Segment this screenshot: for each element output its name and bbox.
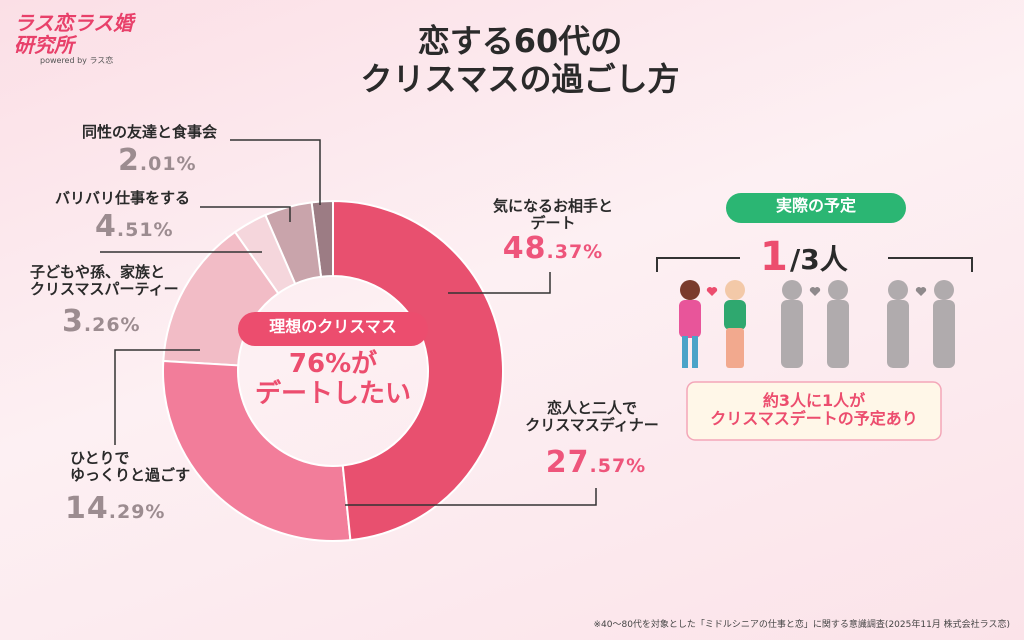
donut-segment [233,213,297,295]
logo: ラス恋ラス婚 研究所 [14,11,134,57]
center-badge: 理想のクリスマス [269,317,397,336]
side-badge-bg [726,193,906,223]
value-label: 27.57% [545,445,647,480]
footnote: ※40〜80代を対象とした「ミドルシニアの仕事と恋」に関する意識調査(2025年… [593,620,1010,630]
couple-grey-2 [887,280,955,368]
segment-label: 子どもや孫、家族と クリスマスパーティー [30,263,179,299]
segment-label: 恋人と二人で クリスマスディナー [525,399,659,435]
bracket-left [656,257,740,272]
value-label: 2.01% [118,143,197,178]
bracket-right [888,257,973,272]
note-box [686,381,942,441]
value-label: 3.26% [62,304,141,339]
ratio-one: 1 [760,234,788,280]
value-label: 14.29% [65,491,166,526]
center-text: 76%が デートしたい [254,349,412,409]
chart-title: 恋する60代の クリスマスの過ごし方 [360,22,680,99]
center-badge-bg [238,312,428,346]
powered-by: powered by ラス恋 [40,56,114,65]
couple-highlight [679,280,746,368]
segment-label: 同性の友達と食事会 [82,123,218,141]
donut-segment [263,201,323,286]
side-badge: 実際の予定 [775,196,857,215]
segment-label: 気になるお相手と デート [492,197,614,233]
ratio-rest: /3人 [790,243,848,276]
value-label: 48.37% [502,231,604,266]
segment-label: バリバリ仕事をする [55,189,191,207]
couple-grey-1 [781,280,849,368]
donut-segment [162,359,352,542]
note: 約3人に1人が クリスマスデートの予定あり [710,391,918,429]
segment-label: ひとりで ゆっくりと過ごす [70,449,191,485]
value-label: 4.51% [95,209,174,244]
leader-lines [100,139,597,506]
